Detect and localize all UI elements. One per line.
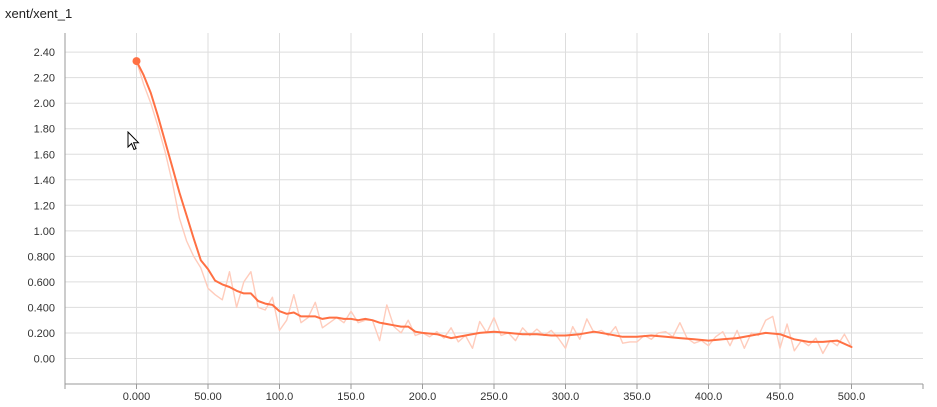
x-tick-label: 250.0 [480,391,508,403]
x-tick-label: 300.0 [552,391,580,403]
y-tick-label: 0.00 [34,353,55,365]
horizontal-gridlines [65,51,923,359]
x-tick-label: 200.0 [409,391,437,403]
y-tick-label: 0.800 [27,251,55,263]
x-tick-label: 400.0 [695,391,723,403]
y-tick-label: 1.40 [34,175,55,187]
y-tick-label: 1.80 [34,124,55,136]
smoothed-series-line [135,60,853,348]
y-tick-labels: 0.00 0.200 0.400 0.600 0.800 1.00 1.20 1.40 1.60… [27,47,55,365]
axes [64,33,924,389]
highlight-point [132,57,141,66]
vertical-gridlines [136,33,852,384]
y-tick-label: 1.00 [34,226,55,238]
x-tick-labels: 0.000 50.00 100.0 150.0 200.0 250.0 300.0 350.0… [123,391,866,403]
x-tick-label: 350.0 [623,391,651,403]
y-tick-label: 0.200 [27,328,55,340]
y-tick-label: 2.40 [34,47,55,59]
x-tick-label: 50.00 [194,391,222,403]
raw-series-line [135,60,853,355]
y-tick-label: 1.20 [34,200,55,212]
y-tick-label: 0.600 [27,277,55,289]
x-tick-label: 0.000 [123,391,151,403]
y-tick-label: 2.00 [34,98,55,110]
x-tick-label: 500.0 [838,391,866,403]
chart-title: xent/xent_1 [5,6,73,21]
x-tick-label: 100.0 [266,391,294,403]
series-group [132,57,853,355]
x-tick-label: 150.0 [337,391,365,403]
y-tick-label: 1.60 [34,149,55,161]
mouse-cursor-icon [127,131,140,151]
y-tick-label: 0.400 [27,302,55,314]
x-tick-label: 450.0 [766,391,794,403]
y-tick-label: 2.20 [34,73,55,85]
